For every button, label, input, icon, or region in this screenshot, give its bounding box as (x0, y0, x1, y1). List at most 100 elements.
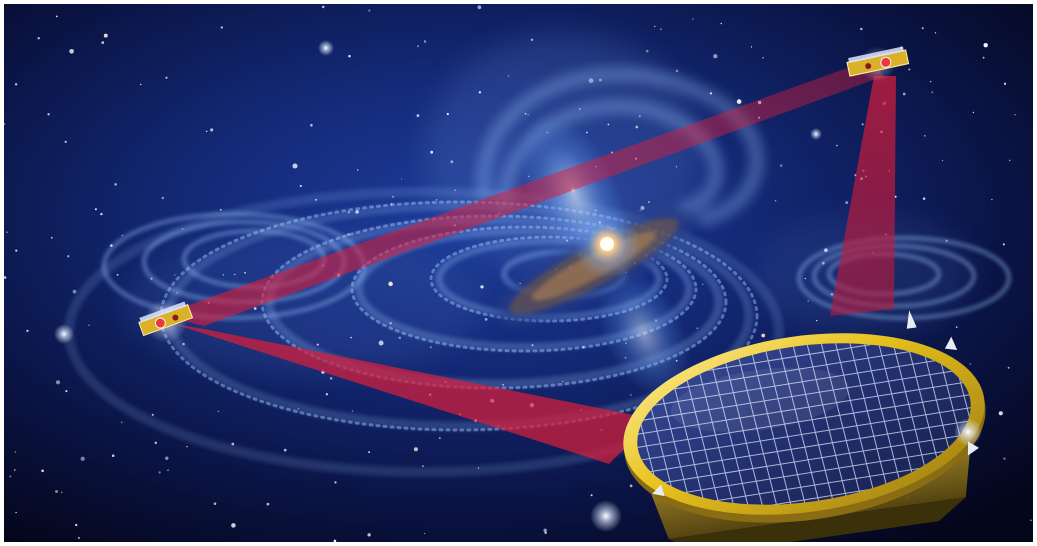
star (165, 76, 168, 79)
star (161, 196, 164, 200)
star (41, 469, 44, 473)
star (478, 91, 482, 94)
panel-gridline (833, 338, 876, 495)
star (416, 114, 420, 117)
star (586, 131, 588, 134)
panel-gridline (764, 348, 806, 505)
star (507, 75, 510, 77)
panel-gridline (820, 340, 862, 497)
star (861, 123, 864, 126)
star (37, 36, 40, 40)
star (477, 5, 482, 10)
star (645, 49, 649, 53)
star (435, 199, 438, 201)
spacecraft (138, 299, 194, 343)
star (220, 26, 223, 29)
space-scene (4, 4, 1033, 542)
star (417, 45, 419, 48)
star (234, 273, 236, 276)
star (972, 111, 975, 114)
star (675, 69, 679, 73)
star (779, 164, 783, 167)
star (103, 33, 108, 38)
star (991, 198, 993, 201)
laser-beam (830, 76, 896, 316)
star (356, 169, 359, 171)
star (4, 276, 7, 279)
star (630, 394, 632, 396)
star (217, 410, 220, 413)
star (55, 490, 58, 493)
star (72, 289, 77, 294)
panel-gridline (642, 445, 979, 500)
star (860, 27, 863, 31)
panel-gridline (875, 332, 917, 490)
star (413, 447, 418, 452)
star (934, 32, 937, 34)
panel-gridline (750, 350, 792, 507)
panel-gridline (641, 432, 978, 487)
laser-beam (164, 59, 884, 326)
star (450, 160, 454, 164)
star (60, 491, 63, 494)
star (15, 511, 17, 514)
panel-gridline (861, 334, 903, 492)
star (333, 539, 337, 542)
star (1003, 82, 1007, 85)
star (804, 277, 806, 280)
star (88, 324, 90, 327)
panel-gridline (635, 393, 972, 449)
star (713, 54, 718, 59)
star (527, 114, 529, 116)
star (429, 346, 432, 349)
star (368, 451, 371, 454)
star (941, 159, 944, 162)
star (350, 336, 352, 339)
star (140, 83, 142, 86)
star (484, 318, 488, 321)
star (982, 56, 985, 59)
star (1014, 114, 1016, 116)
panel-gridline (633, 381, 970, 436)
star (69, 48, 74, 54)
star (299, 184, 302, 188)
star (283, 448, 287, 452)
star (648, 201, 650, 203)
bright-stars (54, 40, 982, 532)
star (64, 140, 67, 143)
star (67, 255, 70, 258)
star (638, 115, 641, 118)
star (213, 502, 217, 505)
star (6, 231, 8, 234)
star (75, 523, 78, 527)
illustration-frame (4, 4, 1033, 542)
star (167, 469, 169, 472)
star (921, 27, 924, 30)
star (761, 333, 766, 338)
star (1007, 366, 1010, 369)
star (222, 273, 225, 276)
star (50, 236, 53, 239)
star (750, 46, 753, 48)
star (400, 178, 403, 180)
panel-gridline (806, 342, 848, 499)
star (424, 532, 426, 535)
star (654, 25, 656, 28)
panel-gridline (631, 368, 968, 423)
star (174, 274, 176, 276)
star (816, 319, 818, 322)
panel-gridline (628, 342, 965, 397)
star (26, 329, 29, 332)
star (640, 205, 645, 211)
star (1002, 243, 1005, 246)
star (701, 283, 704, 286)
star (388, 281, 393, 287)
star (438, 437, 441, 440)
star (55, 15, 58, 18)
star (101, 41, 105, 44)
panel-gridline (778, 346, 820, 503)
star (154, 441, 158, 445)
star (894, 195, 897, 198)
star (316, 343, 319, 346)
panel-gridline (889, 331, 931, 488)
